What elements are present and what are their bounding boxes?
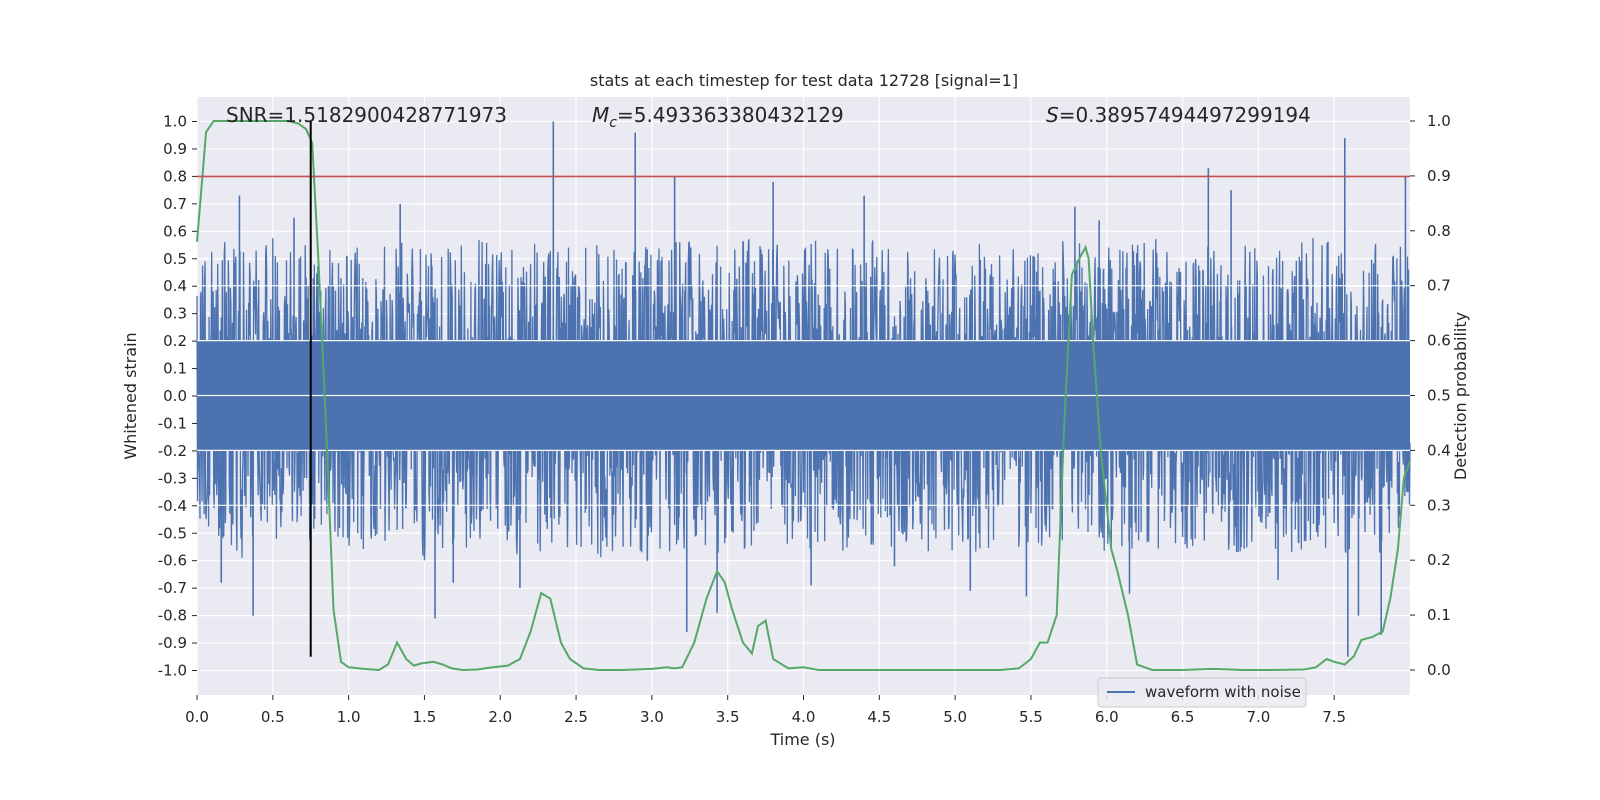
x-tick-label: 3.0 bbox=[640, 708, 664, 726]
y2-tick-label: 1.0 bbox=[1427, 112, 1451, 130]
x-tick-label: 0.5 bbox=[261, 708, 285, 726]
y-tick-label: 0.7 bbox=[163, 195, 187, 213]
x-tick-label: 2.0 bbox=[488, 708, 512, 726]
y2-tick-label: 0.6 bbox=[1427, 332, 1451, 350]
y-tick-label: -0.9 bbox=[158, 634, 187, 652]
probability-series bbox=[196, 120, 1411, 672]
y-tick-label: 1.0 bbox=[163, 113, 187, 131]
x-tick-label: 6.5 bbox=[1171, 708, 1195, 726]
x-tick-label: 2.5 bbox=[564, 708, 588, 726]
y2-tick-label: 0.2 bbox=[1427, 551, 1451, 569]
x-tick-label: 4.0 bbox=[792, 708, 816, 726]
chirp-mass-value: =5.493363380432129 bbox=[617, 103, 844, 127]
y-tick-label: 0.6 bbox=[163, 222, 187, 240]
y-tick-label: 0.2 bbox=[163, 332, 187, 350]
probability-line bbox=[196, 120, 1411, 672]
x-tick-label: 1.5 bbox=[413, 708, 437, 726]
y-tick-label: 0.8 bbox=[163, 167, 187, 185]
waveform-series bbox=[196, 121, 1411, 657]
x-tick-label: 4.5 bbox=[867, 708, 891, 726]
y2-tick-label: 0.5 bbox=[1427, 387, 1451, 405]
x-tick-label: 5.0 bbox=[943, 708, 967, 726]
legend: waveform with noise bbox=[1097, 677, 1307, 708]
x-axis-label: Time (s) bbox=[769, 730, 835, 749]
s-symbol: S bbox=[1046, 103, 1059, 127]
x-tick-label: 7.5 bbox=[1322, 708, 1346, 726]
y2-tick-labels: 1.0 0.9 0.8 0.7 0.6 0.5 0.4 0.3 0.2 0.1 0.0 bbox=[1410, 112, 1451, 679]
x-tick-label: 5.5 bbox=[1019, 708, 1043, 726]
y-tick-label: -0.3 bbox=[158, 469, 187, 487]
chart-title: stats at each timestep for test data 127… bbox=[590, 71, 1018, 90]
x-tick-label: 6.0 bbox=[1095, 708, 1119, 726]
chirp-mass-symbol: M bbox=[592, 103, 609, 127]
y-tick-label: -0.5 bbox=[158, 524, 187, 542]
y-tick-label: -0.8 bbox=[158, 607, 187, 625]
legend-label-waveform: waveform with noise bbox=[1145, 683, 1301, 701]
y-tick-label: -0.4 bbox=[158, 497, 187, 515]
y2-tick-label: 0.3 bbox=[1427, 496, 1451, 514]
snr-annotation: SNR=1.5182900428771973 bbox=[226, 103, 507, 127]
x-tick-label: 0.0 bbox=[185, 708, 209, 726]
y-tick-label: 0.3 bbox=[163, 305, 187, 323]
reference-lines bbox=[197, 121, 1410, 657]
y2-tick-label: 0.7 bbox=[1427, 277, 1451, 295]
x-tick-label: 7.0 bbox=[1246, 708, 1270, 726]
y2-tick-label: 0.8 bbox=[1427, 222, 1451, 240]
y2-tick-label: 0.0 bbox=[1427, 661, 1451, 679]
y-tick-labels: 1.0 0.9 0.8 0.7 0.6 0.5 0.4 0.3 0.2 0.1 0.0 -0.1 -0.… bbox=[158, 113, 197, 680]
y2-tick-label: 0.1 bbox=[1427, 606, 1451, 624]
y2-tick-label: 0.9 bbox=[1427, 167, 1451, 185]
y-tick-label: 0.1 bbox=[163, 360, 187, 378]
chirp-mass-annotation: Mc=5.493363380432129 bbox=[592, 103, 844, 131]
x-tick-label: 3.5 bbox=[716, 708, 740, 726]
y-tick-label: -0.1 bbox=[158, 414, 187, 432]
y2-tick-label: 0.4 bbox=[1427, 441, 1451, 459]
y-tick-label: -0.2 bbox=[158, 442, 187, 460]
s-value: =0.38957494497299194 bbox=[1059, 103, 1311, 127]
y-axis-label: Whitened strain bbox=[121, 332, 140, 459]
y-tick-label: 0.4 bbox=[163, 277, 187, 295]
y-tick-label: -0.7 bbox=[158, 579, 187, 597]
y-tick-label: 0.5 bbox=[163, 250, 187, 268]
y2-axis-label: Detection probability bbox=[1451, 312, 1470, 480]
y-tick-label: 0.0 bbox=[163, 387, 187, 405]
y-tick-label: 0.9 bbox=[163, 140, 187, 158]
chirp-mass-subscript: c bbox=[609, 115, 617, 131]
x-tick-label: 1.0 bbox=[337, 708, 361, 726]
y-tick-label: -1.0 bbox=[158, 662, 187, 680]
s-annotation: S=0.38957494497299194 bbox=[1046, 103, 1311, 127]
y-tick-label: -0.6 bbox=[158, 552, 187, 570]
legend-box bbox=[1097, 677, 1307, 708]
